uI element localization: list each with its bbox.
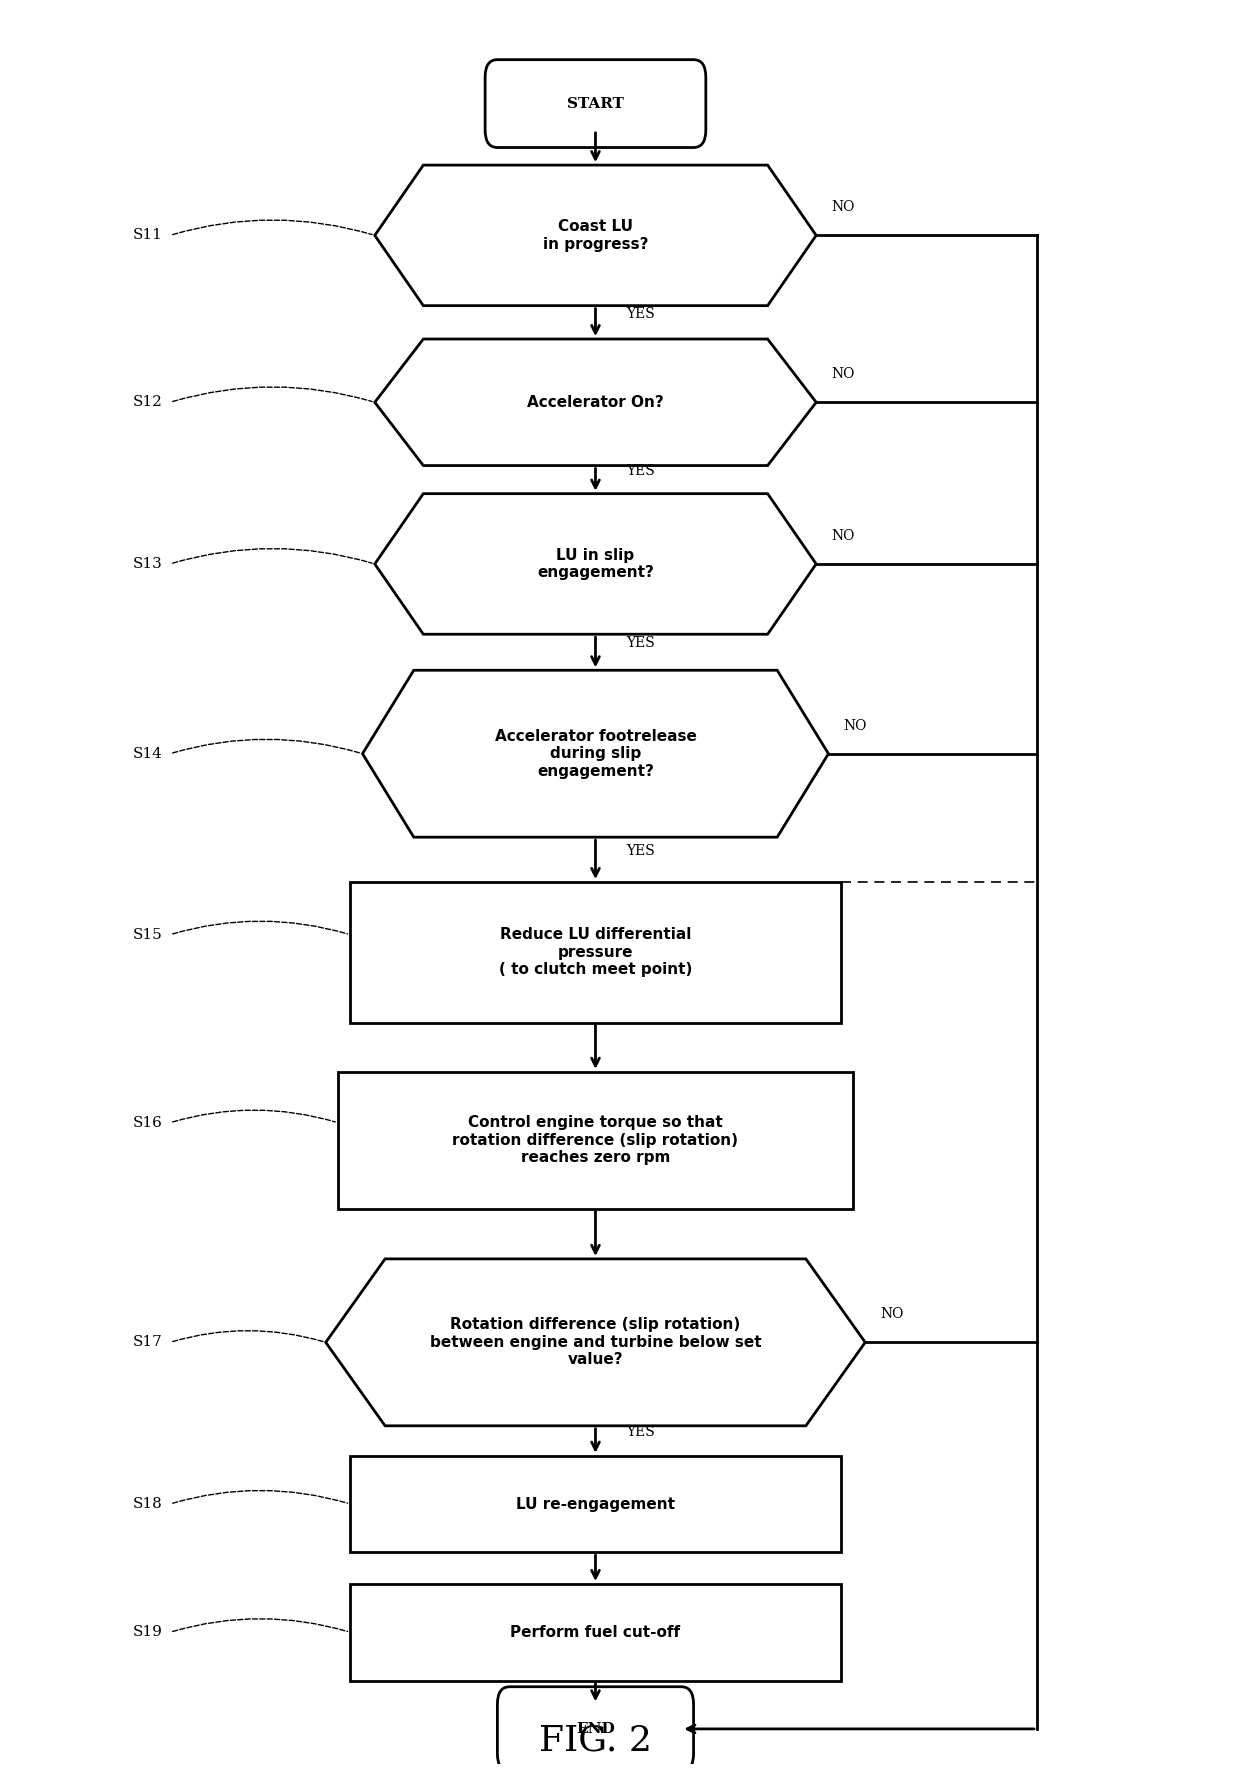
Polygon shape <box>374 338 816 466</box>
Text: NO: NO <box>831 200 854 214</box>
Text: S13: S13 <box>133 556 162 570</box>
Bar <box>350 1583 841 1681</box>
Text: YES: YES <box>626 843 655 857</box>
Text: S19: S19 <box>133 1626 162 1640</box>
Text: NO: NO <box>843 719 867 733</box>
Text: NO: NO <box>880 1307 903 1321</box>
Bar <box>339 1071 853 1210</box>
Text: YES: YES <box>626 636 655 650</box>
Text: END: END <box>577 1721 615 1736</box>
Text: FIG. 2: FIG. 2 <box>539 1723 652 1757</box>
FancyBboxPatch shape <box>497 1686 693 1771</box>
Text: Perform fuel cut-off: Perform fuel cut-off <box>511 1624 681 1640</box>
FancyBboxPatch shape <box>485 60 706 147</box>
Text: S11: S11 <box>133 228 162 243</box>
Text: YES: YES <box>626 1426 655 1440</box>
Text: S14: S14 <box>133 747 162 762</box>
Text: Reduce LU differential
pressure
( to clutch meet point): Reduce LU differential pressure ( to clu… <box>498 928 692 978</box>
Text: S12: S12 <box>133 395 162 409</box>
Text: NO: NO <box>831 530 854 544</box>
Polygon shape <box>374 165 816 306</box>
Text: Rotation difference (slip rotation)
between engine and turbine below set
value?: Rotation difference (slip rotation) betw… <box>430 1318 761 1367</box>
Text: Coast LU
in progress?: Coast LU in progress? <box>543 220 649 251</box>
Text: Control engine torque so that
rotation difference (slip rotation)
reaches zero r: Control engine torque so that rotation d… <box>453 1116 739 1165</box>
Bar <box>350 882 841 1022</box>
Text: NO: NO <box>831 367 854 381</box>
Polygon shape <box>374 494 816 634</box>
Text: S17: S17 <box>133 1335 162 1350</box>
Polygon shape <box>362 669 828 838</box>
Text: S18: S18 <box>133 1496 162 1511</box>
Text: S15: S15 <box>133 928 162 942</box>
Bar <box>350 1456 841 1553</box>
Text: S16: S16 <box>133 1116 162 1130</box>
Text: LU in slip
engagement?: LU in slip engagement? <box>537 547 653 581</box>
Text: YES: YES <box>626 306 655 321</box>
Text: Accelerator On?: Accelerator On? <box>527 395 663 409</box>
Text: LU re-engagement: LU re-engagement <box>516 1496 675 1511</box>
Text: START: START <box>567 97 624 110</box>
Text: Accelerator footrelease
during slip
engagement?: Accelerator footrelease during slip enga… <box>495 730 697 779</box>
Polygon shape <box>326 1259 866 1426</box>
Text: YES: YES <box>626 464 655 478</box>
